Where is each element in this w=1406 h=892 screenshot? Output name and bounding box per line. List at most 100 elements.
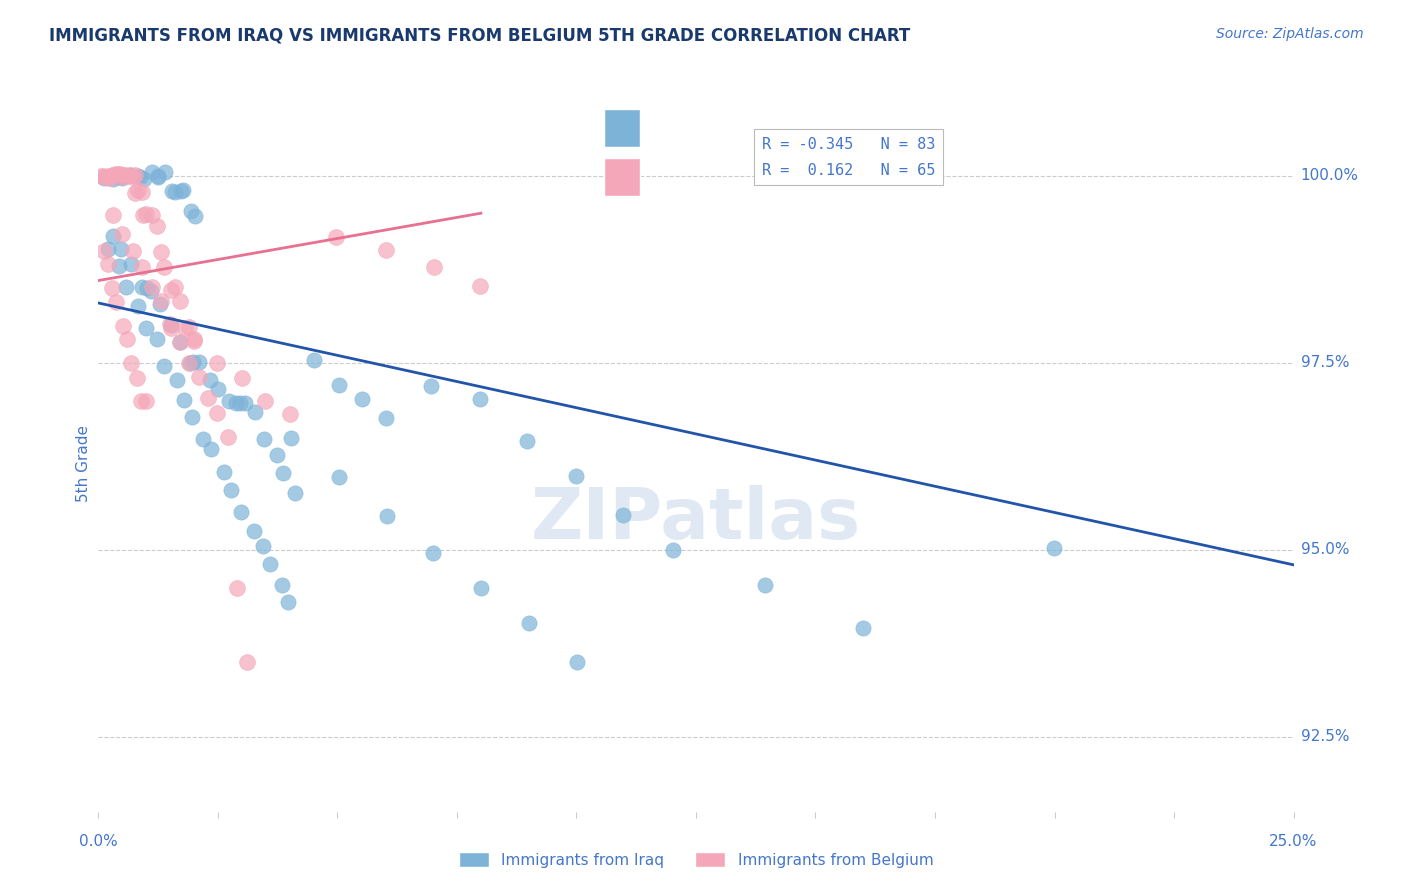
Point — [662, 542, 685, 557]
Point — [517, 615, 540, 630]
Point — [280, 431, 302, 445]
Point — [97, 169, 120, 183]
Point — [117, 169, 139, 183]
Point — [97, 257, 120, 271]
Point — [105, 294, 128, 309]
Point — [149, 244, 172, 259]
Point — [139, 285, 162, 299]
Point — [245, 405, 267, 419]
Point — [1042, 541, 1064, 555]
FancyBboxPatch shape — [605, 109, 640, 147]
Point — [112, 168, 135, 182]
Point — [104, 167, 127, 181]
Point — [159, 320, 181, 334]
Point — [127, 183, 149, 197]
Point — [141, 208, 163, 222]
Point — [97, 242, 120, 256]
Point — [159, 317, 181, 331]
Point — [120, 168, 142, 182]
Point — [141, 165, 163, 179]
Point — [173, 392, 195, 407]
Point — [205, 406, 228, 420]
Point — [149, 297, 172, 311]
Point — [231, 371, 253, 385]
Point — [183, 334, 205, 348]
Point — [111, 227, 134, 242]
Point — [153, 359, 176, 374]
Point — [174, 320, 197, 334]
Point — [120, 169, 142, 183]
Point — [131, 185, 153, 199]
Point — [207, 356, 229, 370]
Point — [160, 184, 183, 198]
Point — [374, 243, 396, 257]
Point — [228, 395, 250, 409]
Text: 100.0%: 100.0% — [1301, 169, 1358, 184]
Point — [127, 299, 149, 313]
Text: 95.0%: 95.0% — [1301, 542, 1348, 558]
Point — [169, 334, 191, 349]
Point — [127, 169, 149, 183]
Text: 97.5%: 97.5% — [1301, 355, 1348, 370]
Point — [163, 280, 186, 294]
Point — [188, 354, 211, 368]
Point — [124, 169, 146, 183]
Point — [423, 260, 446, 274]
Point — [212, 465, 235, 479]
Point — [217, 430, 239, 444]
Point — [107, 167, 129, 181]
Point — [516, 434, 538, 448]
Point — [177, 356, 200, 370]
Point — [612, 508, 634, 522]
Point — [328, 377, 350, 392]
Point — [98, 170, 121, 185]
Point — [184, 210, 207, 224]
Text: ZIPatlas: ZIPatlas — [531, 485, 860, 554]
Point — [101, 280, 124, 294]
Point — [103, 208, 125, 222]
Text: 25.0%: 25.0% — [1270, 834, 1317, 849]
Point — [470, 392, 492, 406]
Point — [124, 186, 146, 200]
Legend: Immigrants from Iraq, Immigrants from Belgium: Immigrants from Iraq, Immigrants from Be… — [453, 846, 939, 873]
Point — [226, 581, 249, 595]
Point — [375, 508, 398, 523]
Point — [114, 169, 136, 183]
Point — [419, 379, 441, 393]
Point — [129, 393, 152, 408]
Point — [120, 356, 142, 370]
Point — [468, 279, 491, 293]
FancyBboxPatch shape — [605, 158, 640, 196]
Point — [219, 483, 242, 497]
Point — [350, 392, 373, 406]
Point — [271, 466, 294, 480]
Point — [233, 395, 256, 409]
Point — [191, 432, 214, 446]
Text: 0.0%: 0.0% — [79, 834, 118, 849]
Text: Source: ZipAtlas.com: Source: ZipAtlas.com — [1216, 27, 1364, 41]
Point — [179, 320, 201, 334]
Point — [148, 169, 170, 183]
Point — [135, 280, 157, 294]
Point — [93, 169, 115, 184]
Point — [159, 318, 181, 332]
Point — [165, 185, 187, 199]
Point — [181, 355, 204, 369]
Point — [278, 408, 301, 422]
Point — [169, 334, 191, 349]
Point — [153, 260, 176, 275]
Point — [134, 207, 156, 221]
Point — [180, 203, 202, 218]
Point — [253, 432, 276, 446]
Point — [96, 169, 118, 184]
Point — [266, 448, 288, 462]
Point — [110, 242, 132, 256]
Point — [146, 332, 169, 346]
Point — [169, 294, 191, 309]
Point — [121, 244, 143, 259]
Point — [125, 371, 148, 385]
Point — [110, 169, 132, 184]
Point — [111, 170, 134, 185]
Point — [103, 172, 125, 186]
Point — [172, 183, 194, 197]
